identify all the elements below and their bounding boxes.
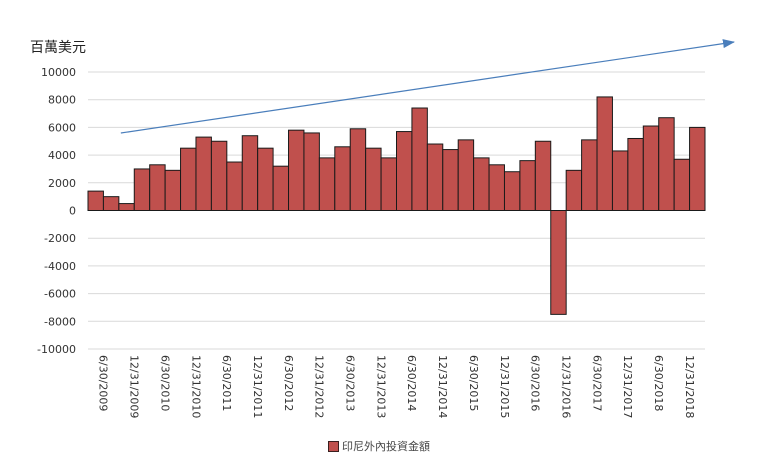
x-axis-ticks: 6/30/2009 12/31/2009 6/30/2010 12/31/2010 6/… <box>97 355 696 418</box>
legend-swatch <box>328 440 339 452</box>
y-tick-label: -4000 <box>44 260 76 273</box>
bar <box>87 190 104 211</box>
x-tick-label: 6/30/2011 <box>220 355 233 411</box>
bar <box>257 147 274 212</box>
bar <box>658 117 675 211</box>
x-tick-label: 12/31/2012 <box>313 355 326 418</box>
x-tick-label: 6/30/2014 <box>405 355 418 411</box>
bar <box>503 171 521 211</box>
trend-arrow <box>120 39 735 134</box>
x-tick-label: 12/31/2013 <box>374 355 387 418</box>
bar <box>210 140 228 211</box>
bar <box>365 147 382 212</box>
y-tick-label: 4000 <box>48 149 76 162</box>
bar <box>411 107 428 211</box>
bar <box>550 210 567 315</box>
x-tick-label: 12/31/2014 <box>436 355 449 418</box>
bar <box>180 147 197 212</box>
y-tick-label: -8000 <box>44 315 76 328</box>
y-axis-ticks: 10000 8000 6000 4000 2000 0 -2000 -4000 -6000 -80… <box>37 66 76 356</box>
legend: 印尼外內投資金額 <box>328 438 430 454</box>
y-tick-label: 10000 <box>41 66 76 79</box>
y-tick-label: 8000 <box>48 94 76 107</box>
y-tick-label: 6000 <box>48 121 76 134</box>
bar <box>473 157 490 211</box>
bar <box>334 146 351 211</box>
x-tick-label: 12/31/2011 <box>251 355 264 418</box>
bars <box>87 96 706 315</box>
bar <box>133 168 151 211</box>
bar <box>318 157 336 211</box>
bar <box>303 132 320 211</box>
bar <box>272 165 290 211</box>
bar <box>396 131 413 211</box>
bar <box>534 140 552 211</box>
y-tick-label: -2000 <box>44 232 76 245</box>
y-tick-label: 2000 <box>48 177 76 190</box>
x-tick-label: 6/30/2012 <box>282 355 295 411</box>
x-tick-label: 6/30/2015 <box>467 355 480 411</box>
x-tick-label: 12/31/2015 <box>498 355 511 418</box>
bar <box>627 137 644 211</box>
x-tick-label: 6/30/2016 <box>529 355 542 411</box>
x-tick-label: 12/31/2018 <box>683 355 696 418</box>
y-tick-label: -10000 <box>37 343 76 356</box>
bar <box>118 203 135 211</box>
bar <box>195 136 212 211</box>
bar <box>349 128 367 211</box>
bar <box>164 169 182 212</box>
y-tick-label: 0 <box>69 205 76 218</box>
bar <box>457 139 475 212</box>
trend-arrow-line <box>120 39 735 134</box>
bar <box>581 139 598 212</box>
x-tick-label: 12/31/2017 <box>621 355 634 418</box>
x-tick-label: 6/30/2013 <box>344 355 357 411</box>
bar <box>226 161 243 211</box>
bar <box>288 129 305 211</box>
x-tick-label: 6/30/2017 <box>590 355 603 411</box>
bar <box>102 196 120 211</box>
bar <box>673 158 691 212</box>
bar <box>611 150 629 212</box>
bar <box>596 96 613 211</box>
bar <box>241 135 259 212</box>
bar <box>380 157 398 211</box>
x-tick-label: 6/30/2009 <box>97 355 110 411</box>
x-tick-label: 12/31/2010 <box>189 355 202 418</box>
y-axis-unit-label: 百萬美元 <box>30 40 86 56</box>
bar <box>442 149 459 211</box>
bar <box>642 125 660 211</box>
x-tick-label: 6/30/2010 <box>158 355 171 411</box>
x-tick-label: 6/30/2018 <box>652 355 665 411</box>
legend-label: 印尼外內投資金額 <box>342 440 430 453</box>
x-tick-label: 12/31/2009 <box>128 355 141 418</box>
bar <box>426 143 444 212</box>
y-tick-label: -6000 <box>44 288 76 301</box>
bar <box>488 164 505 211</box>
bar <box>689 126 706 211</box>
bar <box>565 169 583 212</box>
x-tick-label: 12/31/2016 <box>559 355 572 418</box>
bar <box>149 164 166 211</box>
bar <box>519 160 536 211</box>
